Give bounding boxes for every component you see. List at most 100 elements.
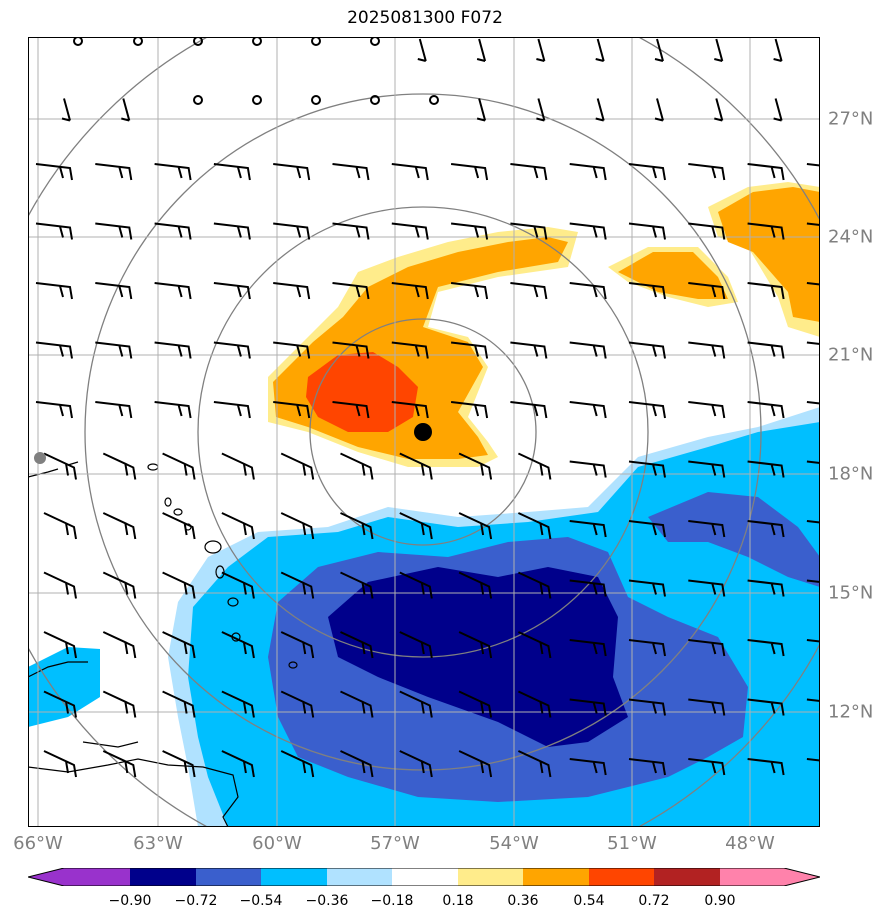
wind-barb [628, 163, 666, 181]
wind-barb [399, 452, 433, 480]
reference-point-marker [34, 452, 46, 464]
wind-barb [806, 520, 820, 524]
wind-barb [517, 452, 552, 480]
wind-barb [688, 639, 726, 657]
wind-barb [569, 222, 607, 240]
wind-barb [340, 452, 374, 480]
wind-barb [280, 452, 315, 480]
colorbar-arrow-high [784, 868, 820, 886]
colorbar-seg-5 [327, 868, 392, 886]
wind-barb [806, 163, 820, 167]
wind-barb [43, 452, 77, 480]
wind-barb [102, 631, 137, 659]
wind-barb [391, 282, 429, 300]
wind-barb [476, 98, 487, 122]
wind-barb [221, 452, 255, 480]
colorbar-arrow-low [28, 868, 64, 886]
lon-label-66w: 66°W [13, 833, 63, 854]
wind-barb [806, 579, 820, 584]
wind-barb [450, 341, 489, 359]
wind-barb [162, 512, 196, 540]
map-title: 2025081300 F072 [347, 8, 503, 28]
wind-barb [35, 163, 73, 181]
colorbar-label-6: 0.18 [442, 893, 474, 909]
wind-barb [628, 341, 666, 359]
wind-barb [121, 98, 131, 122]
wind-barb [747, 401, 785, 419]
wind-barb [95, 163, 133, 181]
wind-barb [417, 38, 427, 62]
wind-barb [569, 639, 607, 657]
colorbar-label-9: 0.72 [638, 893, 670, 909]
wind-barb [569, 401, 607, 419]
wind-barb [747, 282, 785, 300]
wind-barb [43, 571, 77, 599]
colorbar-label-3: −0.54 [239, 893, 283, 909]
colorbar-seg-8 [523, 868, 589, 886]
lon-label-57w: 57°W [370, 833, 420, 854]
wind-barb [280, 690, 315, 718]
wind-barb [714, 98, 724, 122]
wind-barb [340, 631, 374, 659]
wind-barb [95, 401, 133, 419]
wind-barb [102, 512, 137, 540]
wind-barb [806, 639, 820, 643]
wind-barb [273, 401, 311, 419]
wind-barb [273, 282, 311, 300]
lat-label-27n: 27°N [828, 108, 874, 130]
wind-barb [35, 401, 73, 419]
colorbar-seg-3 [196, 868, 261, 886]
wind-barb [628, 758, 666, 776]
wind-barb [43, 690, 77, 718]
wind-barb [162, 750, 196, 778]
wind-barb [102, 750, 137, 778]
wind-barb [806, 460, 820, 465]
wind-barb [340, 750, 374, 778]
wind-barb [747, 520, 785, 538]
wind-barb [332, 222, 370, 240]
wind-barb [747, 758, 785, 776]
wind-barb [450, 163, 489, 181]
lat-label-21n: 21°N [828, 344, 874, 366]
colorbar-label-4: −0.36 [305, 893, 349, 909]
wind-barb [221, 571, 255, 599]
wind-barb [458, 631, 493, 659]
wind-barb [95, 341, 133, 359]
wind-barb [154, 282, 192, 300]
wind-barb [747, 341, 785, 359]
wind-barb [510, 163, 548, 181]
colorbar-seg-7 [458, 868, 523, 886]
wind-barb [213, 401, 251, 419]
wind-barb [221, 512, 255, 540]
wind-barb [806, 341, 820, 346]
wind-barb [458, 452, 493, 480]
wind-barb [154, 163, 192, 181]
wind-barb [280, 571, 315, 599]
wind-barb [43, 750, 77, 778]
wind-barb [569, 698, 607, 716]
wind-barb [399, 690, 433, 718]
colorbar-seg-9 [589, 868, 654, 886]
wind-barb [154, 222, 192, 240]
wind-barb [654, 38, 664, 62]
colorbar-label-2: −0.72 [174, 893, 218, 909]
lat-label-18n: 18°N [828, 463, 874, 485]
colorbar-label-8: 0.54 [573, 893, 605, 909]
wind-barb [213, 282, 251, 300]
wind-barb [162, 690, 196, 718]
lat-label-24n: 24°N [828, 226, 874, 248]
wind-barb [458, 750, 493, 778]
wind-barb [273, 163, 311, 181]
wind-barb [747, 460, 785, 478]
wind-barb [569, 520, 607, 538]
wind-barb [510, 341, 548, 359]
wind-barb [628, 639, 666, 657]
wind-barb [340, 571, 374, 599]
lon-label-51w: 51°W [607, 833, 657, 854]
wind-barb [154, 341, 192, 359]
wind-barb [102, 571, 137, 599]
wind-barb [35, 282, 73, 300]
wind-barb [35, 341, 73, 359]
wind-barb [102, 690, 137, 718]
wind-barb [280, 512, 315, 540]
